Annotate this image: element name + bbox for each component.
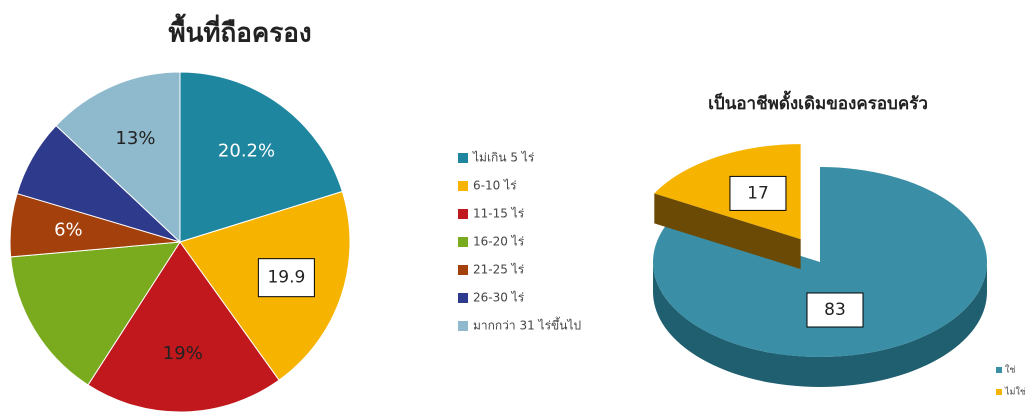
legend-label: ไม่ใช่	[1004, 387, 1025, 398]
legend-swatch	[458, 181, 468, 191]
legend-swatch	[458, 153, 468, 163]
data-label: 19%	[163, 343, 203, 364]
legend-label: มากกว่า 31 ไร่ขึ้นไป	[473, 317, 581, 333]
pie-side	[654, 193, 801, 270]
legend-swatch	[458, 237, 468, 247]
data-label: 83	[824, 300, 846, 320]
legend-label: 26-30 ไร่	[473, 291, 525, 305]
pie-side	[653, 262, 987, 387]
data-label: 17	[747, 183, 769, 203]
legend-swatch	[458, 293, 468, 303]
legend-swatch	[996, 367, 1002, 373]
legend-label: 6-10 ไร่	[473, 179, 517, 193]
pie-slice	[10, 241, 181, 386]
label-box	[729, 175, 787, 211]
data-label: 13%	[115, 128, 155, 149]
legend-swatch	[458, 321, 468, 331]
pie-slice	[55, 71, 181, 244]
label-box	[806, 292, 864, 328]
legend-label: ไม่เกิน 5 ไร่	[472, 151, 535, 165]
legend-swatch	[458, 209, 468, 219]
data-label: 20.2%	[218, 141, 275, 162]
legend-label: 16-20 ไร่	[473, 235, 525, 249]
data-label: 6%	[54, 220, 83, 241]
pie-slice	[87, 241, 280, 413]
legend-label: 21-25 ไร่	[473, 263, 525, 277]
pie-slice	[654, 144, 801, 240]
legend-swatch	[458, 265, 468, 275]
chart-title: เป็นอาชีพดั้งเดิมของครอบครัว	[708, 90, 928, 114]
legend-label: 11-15 ไร่	[473, 207, 525, 221]
legend-label: ใช่	[1005, 365, 1016, 376]
pie-slice	[179, 71, 343, 243]
label-box	[257, 258, 315, 298]
pie-slice	[652, 167, 988, 357]
legend-swatch	[996, 389, 1002, 395]
chart-title: พื้นที่ถือครอง	[168, 13, 311, 49]
data-label: 19.9	[267, 268, 305, 288]
